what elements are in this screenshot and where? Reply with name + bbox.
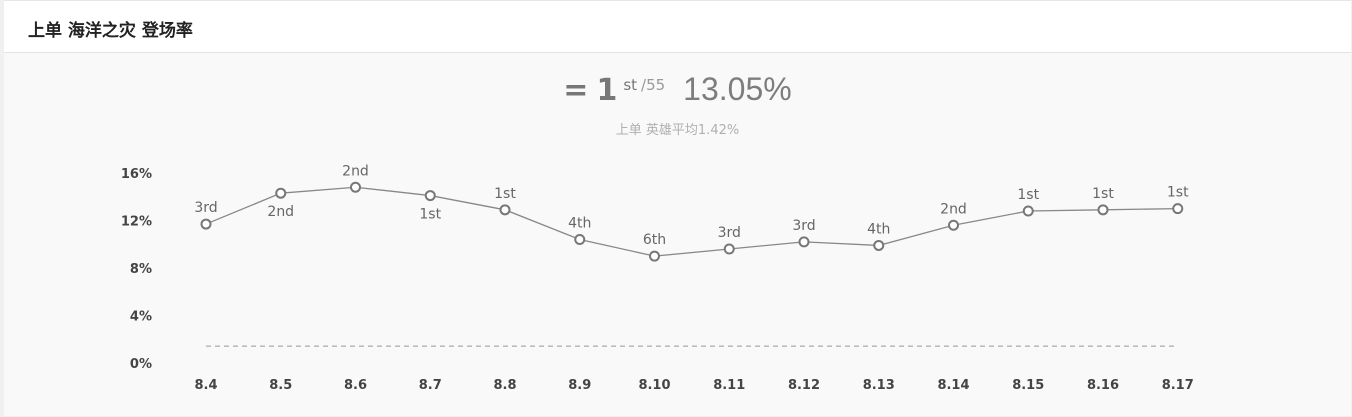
pick-rate-line-chart: 0% 4% 8% 12% 16% 8.4 8.5 8.6 8.7 8.8 8.9 8.10 8.11 8.… <box>4 1 1351 417</box>
x-tick-label: 8.14 <box>937 378 969 393</box>
x-tick-label: 8.5 <box>269 378 292 393</box>
data-point <box>1099 205 1108 214</box>
rank-label: 3rd <box>194 200 217 216</box>
x-tick-label: 8.13 <box>863 378 895 393</box>
rank-label: 3rd <box>718 225 741 241</box>
x-tick-label: 8.17 <box>1162 378 1194 393</box>
rank-label: 1st <box>494 186 516 202</box>
y-tick-label: 0% <box>130 357 152 372</box>
data-point <box>276 189 285 198</box>
x-tick-label: 8.8 <box>493 378 516 393</box>
x-tick-label: 8.15 <box>1012 378 1044 393</box>
y-tick-label: 16% <box>121 167 152 182</box>
x-tick-label: 8.11 <box>713 378 745 393</box>
x-tick-label: 8.6 <box>344 378 367 393</box>
data-point <box>426 191 435 200</box>
rank-label: 1st <box>1017 187 1039 203</box>
rank-label: 4th <box>867 221 890 237</box>
data-point <box>202 220 211 229</box>
data-point <box>501 205 510 214</box>
data-point <box>800 237 809 246</box>
data-point <box>725 245 734 254</box>
data-point <box>650 252 659 261</box>
y-tick-label: 12% <box>121 215 152 230</box>
rank-label: 1st <box>419 207 441 223</box>
y-tick-label: 4% <box>130 310 152 325</box>
rank-label: 2nd <box>342 163 369 179</box>
data-point <box>1173 204 1182 213</box>
x-tick-label: 8.10 <box>638 378 670 393</box>
data-point <box>874 241 883 250</box>
data-point <box>949 221 958 230</box>
x-tick-label: 8.7 <box>419 378 442 393</box>
rank-label: 1st <box>1092 186 1114 202</box>
rank-label: 2nd <box>267 204 294 220</box>
rank-label: 1st <box>1167 185 1189 201</box>
x-tick-label: 8.9 <box>568 378 591 393</box>
rank-label: 4th <box>568 216 591 232</box>
rank-label: 6th <box>643 232 666 248</box>
x-tick-label: 8.16 <box>1087 378 1119 393</box>
data-point <box>351 183 360 192</box>
rank-label: 2nd <box>940 201 967 217</box>
data-point <box>575 235 584 244</box>
rank-label: 3rd <box>792 218 815 234</box>
x-tick-label: 8.4 <box>194 378 217 393</box>
data-point <box>1024 207 1033 216</box>
x-tick-label: 8.12 <box>788 378 820 393</box>
y-tick-label: 8% <box>130 262 152 277</box>
